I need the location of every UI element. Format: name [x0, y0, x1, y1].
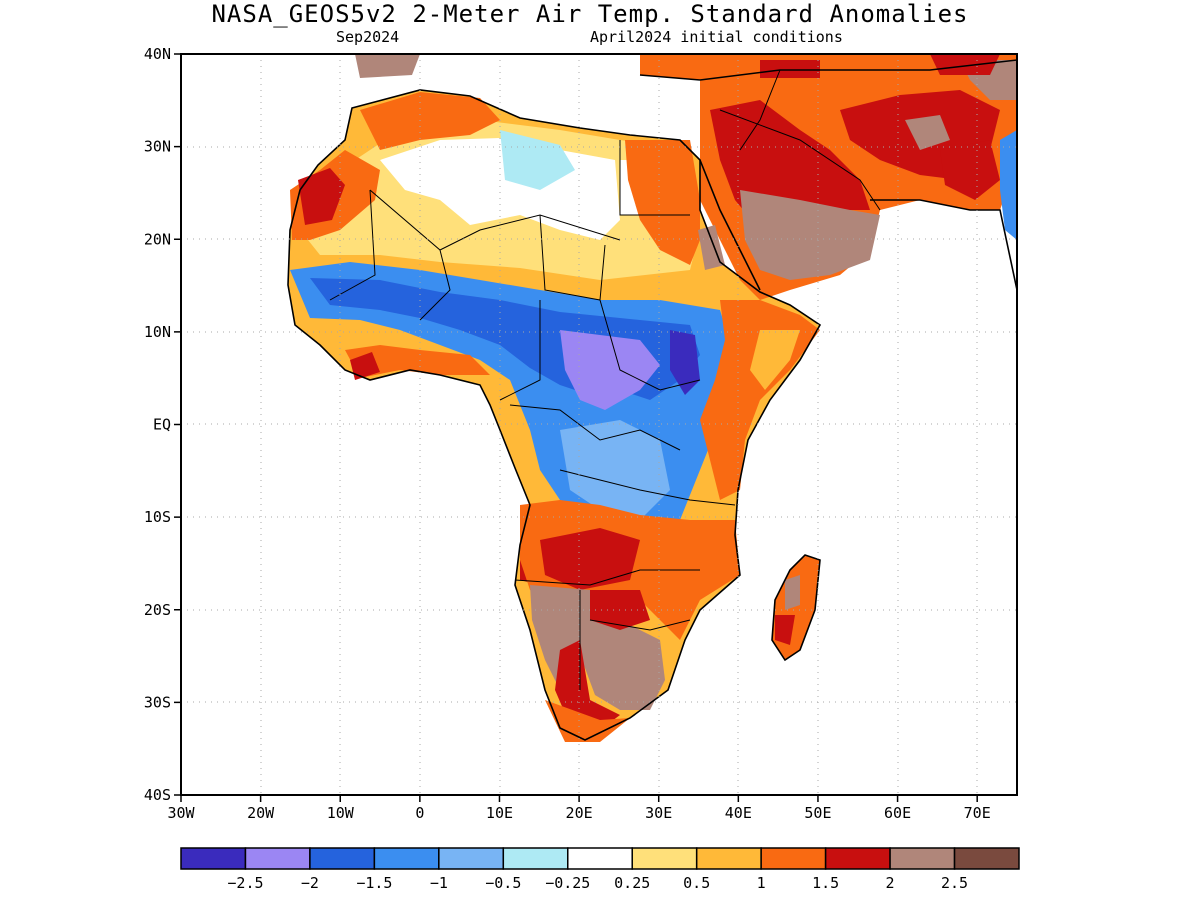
- legend-label: −1: [430, 874, 448, 892]
- lon-tick-label: 30E: [645, 804, 672, 822]
- legend-swatch: [438, 847, 505, 870]
- legend-swatch: [631, 847, 698, 870]
- legend-swatch: [889, 847, 956, 870]
- lat-tick-label: 30S: [144, 693, 171, 711]
- lon-tick-label: 10E: [486, 804, 513, 822]
- lon-tick-label: 60E: [884, 804, 911, 822]
- legend-label: 1.5: [812, 874, 839, 892]
- color-legend: −2.5 −2 −1.5 −1 −0.5 −0.25 0.25 0.5 1 1.5 2 2.5: [180, 847, 1020, 892]
- madagascar: [772, 555, 820, 660]
- legend-swatch: [244, 847, 311, 870]
- lon-tick-label: 0: [415, 804, 424, 822]
- gridlines: [181, 54, 1017, 795]
- initial-conditions-label: April2024 initial conditions: [590, 28, 843, 46]
- lon-tick-label: 70E: [964, 804, 991, 822]
- legend-label: 1: [757, 874, 766, 892]
- lat-tick-label: 40S: [144, 786, 171, 804]
- anomaly-field: [288, 54, 1017, 742]
- legend-label: −0.25: [545, 874, 590, 892]
- country-borders: [329, 69, 881, 690]
- map-title: NASA_GEOS5v2 2-Meter Air Temp. Standard …: [211, 0, 969, 28]
- lon-tick-label: 20E: [566, 804, 593, 822]
- legend-swatch: [567, 847, 633, 870]
- legend-swatch: [953, 847, 1020, 870]
- lat-tick-label: 30N: [144, 138, 171, 156]
- lat-tick-label: EQ: [153, 416, 171, 434]
- legend-swatch: [180, 847, 247, 870]
- spain-strip: [355, 54, 420, 78]
- europe-strip: [640, 54, 1017, 80]
- legend-label: 2: [886, 874, 895, 892]
- lon-tick-label: 30W: [167, 804, 195, 822]
- legend-swatch: [373, 847, 440, 870]
- legend-label: −2.5: [227, 874, 263, 892]
- legend-swatch: [695, 847, 762, 870]
- legend-label: 0.25: [614, 874, 650, 892]
- lat-tick-label: 20N: [144, 230, 171, 248]
- lat-tick-label: 20S: [144, 601, 171, 619]
- legend-swatch: [824, 847, 891, 870]
- forecast-month: Sep2024: [336, 28, 400, 46]
- lon-tick-label: 50E: [804, 804, 831, 822]
- lon-tick-label: 10W: [327, 804, 355, 822]
- legend-swatch: [760, 847, 827, 870]
- legend-label: −0.5: [485, 874, 521, 892]
- coastline: [287, 59, 1017, 741]
- legend-label: 2.5: [941, 874, 968, 892]
- lat-tick-label: 10N: [144, 323, 171, 341]
- lat-tick-label: 40N: [144, 45, 171, 63]
- lon-tick-label: 20W: [247, 804, 275, 822]
- lon-tick-label: 40E: [725, 804, 752, 822]
- legend-label: −2: [301, 874, 319, 892]
- legend-swatch: [502, 847, 569, 870]
- legend-label: −1.5: [356, 874, 392, 892]
- legend-swatch: [309, 847, 376, 870]
- lat-tick-label: 10S: [144, 508, 171, 526]
- legend-label: 0.5: [683, 874, 710, 892]
